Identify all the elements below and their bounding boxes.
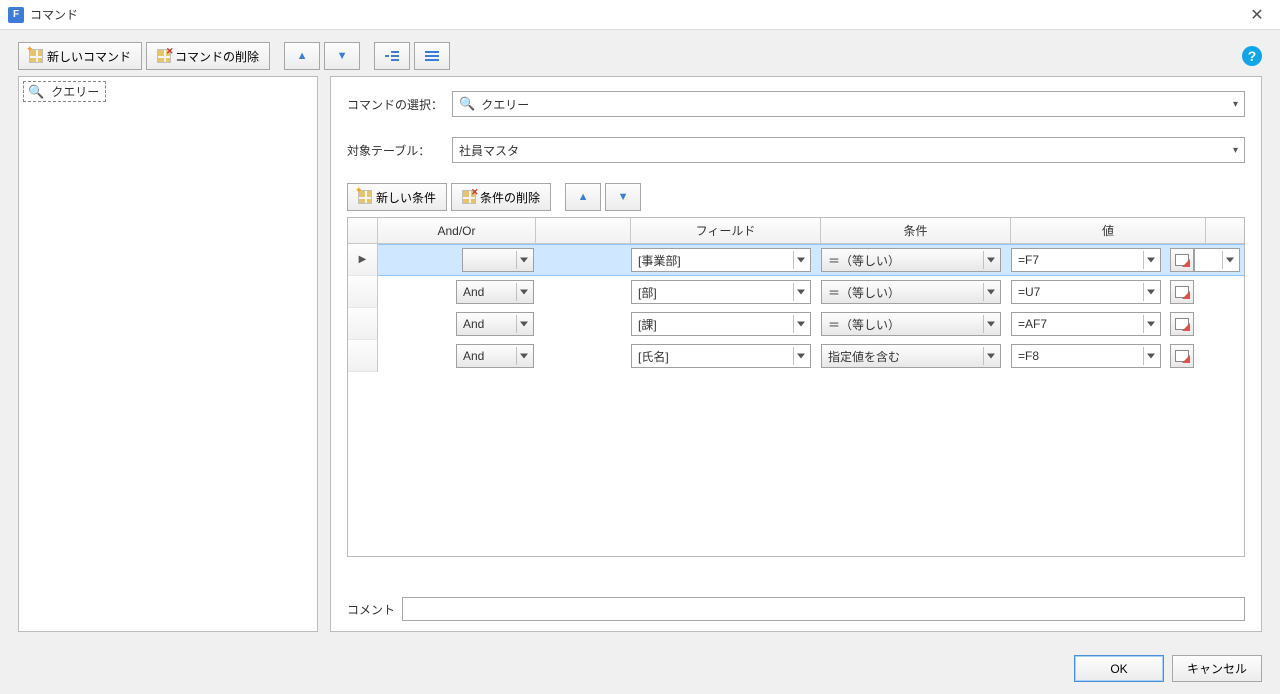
indent-button[interactable] [374, 42, 410, 70]
delete-command-label: コマンドの削除 [175, 48, 259, 65]
andor-combo[interactable]: And [456, 344, 534, 368]
cell-reference-button[interactable] [1170, 344, 1194, 368]
comment-label: コメント [347, 601, 402, 618]
header-andor: And/Or [437, 224, 475, 238]
up-icon: ▲ [297, 50, 308, 62]
conditions-toolbar: 新しい条件 条件の削除 ▲ ▼ [347, 183, 1245, 211]
tree-item-label: クエリー [51, 83, 99, 100]
target-table-value: 社員マスタ [459, 142, 519, 159]
new-icon [358, 190, 372, 204]
value-combo[interactable]: =AF7 [1011, 312, 1161, 336]
condition-row[interactable]: And [氏名] 指定値を含む =F8 [348, 340, 1244, 372]
main-split: 🔍 クエリー コマンドの選択： 🔍 クエリー 対象テーブル： 社員マスタ [18, 76, 1262, 632]
delete-icon [462, 190, 476, 204]
delete-command-button[interactable]: コマンドの削除 [146, 42, 270, 70]
row-marker[interactable] [348, 340, 378, 372]
condition-combo[interactable]: ＝（等しい） [821, 248, 1001, 272]
value-combo[interactable]: =U7 [1011, 280, 1161, 304]
conditions-header: And/Or フィールド 条件 値 [348, 218, 1244, 244]
comment-row: コメント [347, 587, 1245, 621]
cell-reference-icon [1175, 350, 1189, 362]
new-icon [29, 49, 43, 63]
cell-reference-icon [1175, 286, 1189, 298]
row-marker[interactable] [348, 276, 378, 308]
footer: OK キャンセル [1074, 655, 1262, 682]
command-select-dropdown[interactable]: 🔍 クエリー [452, 91, 1245, 117]
comment-input[interactable] [402, 597, 1245, 621]
cell-reference-icon [1175, 254, 1189, 266]
new-command-label: 新しいコマンド [47, 48, 131, 65]
condition-row[interactable]: ▶ [事業部] ＝（等しい） =F7 [348, 244, 1244, 276]
target-table-row: 対象テーブル： 社員マスタ [347, 137, 1245, 163]
delete-condition-button[interactable]: 条件の削除 [451, 183, 551, 211]
conditions-table: And/Or フィールド 条件 値 ▶ [事業部] ＝（等しい） =F7 And [部] ＝… [347, 217, 1245, 557]
new-condition-button[interactable]: 新しい条件 [347, 183, 447, 211]
row-marker[interactable]: ▶ [348, 244, 378, 276]
delete-icon [157, 49, 171, 63]
header-value: 値 [1102, 222, 1114, 239]
new-command-button[interactable]: 新しいコマンド [18, 42, 142, 70]
search-icon: 🔍 [459, 96, 475, 112]
command-select-row: コマンドの選択： 🔍 クエリー [347, 91, 1245, 117]
new-condition-label: 新しい条件 [376, 189, 436, 206]
row-marker[interactable] [348, 308, 378, 340]
field-combo[interactable]: [事業部] [631, 248, 811, 272]
header-field: フィールド [696, 222, 756, 239]
condition-row[interactable]: And [課] ＝（等しい） =AF7 [348, 308, 1244, 340]
close-button[interactable]: ✕ [1242, 0, 1272, 30]
command-tree: 🔍 クエリー [18, 76, 318, 632]
andor-combo[interactable]: And [456, 280, 534, 304]
value-combo[interactable]: =F7 [1011, 248, 1161, 272]
condition-row[interactable]: And [部] ＝（等しい） =U7 [348, 276, 1244, 308]
andor-combo[interactable] [462, 248, 534, 272]
cell-reference-icon [1175, 318, 1189, 330]
field-combo[interactable]: [氏名] [631, 344, 811, 368]
cell-reference-button[interactable] [1170, 248, 1194, 272]
value-combo[interactable]: =F8 [1011, 344, 1161, 368]
andor-combo[interactable]: And [456, 312, 534, 336]
detail-panel: コマンドの選択： 🔍 クエリー 対象テーブル： 社員マスタ 新しい条件 [330, 76, 1262, 632]
move-down-button[interactable]: ▼ [324, 42, 360, 70]
condition-combo[interactable]: 指定値を含む [821, 344, 1001, 368]
cell-reference-button[interactable] [1170, 312, 1194, 336]
title-bar: F コマンド ✕ [0, 0, 1280, 30]
cancel-button[interactable]: キャンセル [1172, 655, 1262, 682]
ok-button[interactable]: OK [1074, 655, 1164, 682]
target-table-dropdown[interactable]: 社員マスタ [452, 137, 1245, 163]
delete-condition-label: 条件の削除 [480, 189, 540, 206]
down-icon: ▼ [618, 191, 629, 203]
command-select-label: コマンドの選択： [347, 96, 452, 113]
up-icon: ▲ [578, 191, 589, 203]
ok-label: OK [1110, 662, 1127, 676]
cond-move-up-button[interactable]: ▲ [565, 183, 601, 211]
cell-reference-button[interactable] [1170, 280, 1194, 304]
cond-move-down-button[interactable]: ▼ [605, 183, 641, 211]
top-toolbar: 新しいコマンド コマンドの削除 ▲ ▼ ? [18, 42, 1262, 70]
window-body: 新しいコマンド コマンドの削除 ▲ ▼ ? 🔍 クエリー コマンドの選択： [0, 30, 1280, 694]
app-icon: F [8, 7, 24, 23]
command-select-value: クエリー [481, 96, 529, 113]
help-button[interactable]: ? [1242, 46, 1262, 66]
field-combo[interactable]: [部] [631, 280, 811, 304]
indent-icon [385, 51, 399, 62]
search-icon: 🔍 [28, 84, 44, 100]
down-icon: ▼ [337, 50, 348, 62]
tree-item-query[interactable]: 🔍 クエリー [23, 81, 106, 102]
header-condition: 条件 [903, 222, 927, 239]
outdent-icon [425, 51, 439, 62]
condition-combo[interactable]: ＝（等しい） [821, 312, 1001, 336]
cancel-label: キャンセル [1187, 660, 1247, 677]
conditions-rows: ▶ [事業部] ＝（等しい） =F7 And [部] ＝（等しい） =U7 And [課] ＝（等し… [348, 244, 1244, 372]
target-table-label: 対象テーブル： [347, 142, 452, 159]
move-up-button[interactable]: ▲ [284, 42, 320, 70]
field-combo[interactable]: [課] [631, 312, 811, 336]
condition-combo[interactable]: ＝（等しい） [821, 280, 1001, 304]
window-title: コマンド [30, 6, 78, 23]
outdent-button[interactable] [414, 42, 450, 70]
extra-combo[interactable] [1194, 248, 1240, 272]
